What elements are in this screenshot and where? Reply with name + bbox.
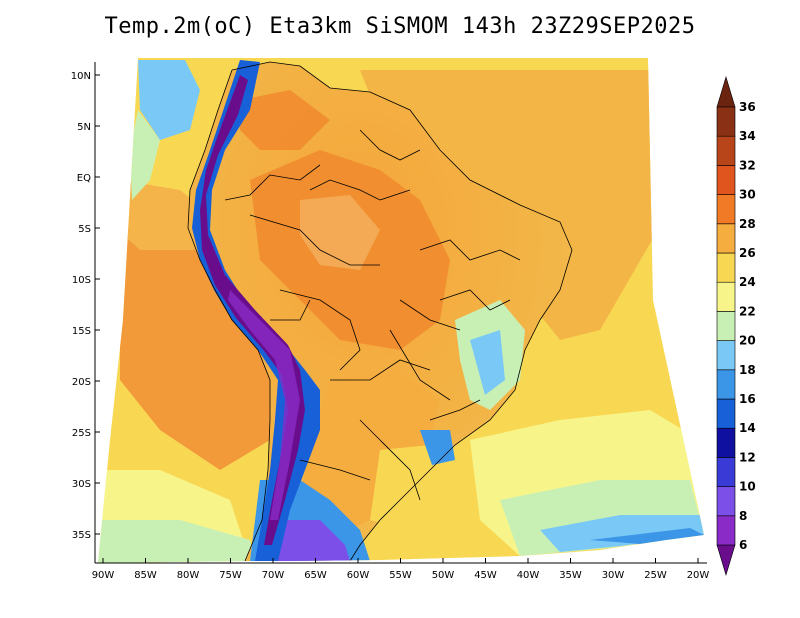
longitude-axis: 90W 85W 80W 75W 70W 65W 60W 55W 50W 45W 40W 35W 30W 2…	[92, 558, 710, 581]
lat-tick-label: EQ	[77, 173, 91, 184]
colorbar-segment	[716, 106, 736, 137]
colorbar-segment	[716, 427, 736, 458]
lon-tick-label: 60W	[347, 570, 370, 581]
lat-tick-label: 15S	[72, 326, 91, 337]
temperature-field	[98, 58, 704, 563]
lon-tick-label: 65W	[304, 570, 327, 581]
colorbar-segment	[716, 135, 736, 166]
lon-tick-label: 50W	[432, 570, 455, 581]
colorbar-label: 20	[739, 334, 756, 348]
colorbar-segment	[716, 311, 736, 341]
colorbar-segment	[716, 486, 736, 517]
colorbar-segment	[716, 194, 736, 225]
colorbar-segment	[716, 252, 736, 283]
colorbar-max-triangle	[716, 75, 736, 108]
lon-tick-label: 35W	[559, 570, 582, 581]
colorbar-segment	[716, 457, 736, 487]
colorbar-segment	[716, 281, 736, 312]
lat-tick-label: 30S	[72, 479, 91, 490]
colorbar-label: 24	[739, 275, 756, 289]
colorbar-label: 30	[739, 188, 756, 202]
lon-tick-label: 80W	[177, 570, 200, 581]
colorbar-segment	[716, 223, 736, 254]
andes-core	[200, 75, 305, 545]
colorbar-segment	[716, 398, 736, 429]
map-title: Temp.2m(oC) Eta3km SiSMOM 143h 23Z29SEP2…	[104, 14, 696, 39]
lat-tick-label: 35S	[72, 530, 91, 541]
colorbar-label: 12	[739, 450, 756, 464]
colorbar-min-triangle	[716, 544, 736, 577]
colorbar-label: 36	[739, 100, 756, 114]
colorbar-label: 10	[739, 480, 756, 494]
colorbar-segment	[716, 340, 736, 371]
lat-tick-label: 5S	[78, 224, 91, 235]
lon-tick-label: 75W	[219, 570, 242, 581]
colorbar-label: 34	[739, 129, 756, 143]
colorbar-label: 14	[739, 421, 756, 435]
colorbar-label: 32	[739, 158, 756, 172]
lat-tick-label: 25S	[72, 428, 91, 439]
lat-tick-label: 5N	[77, 122, 91, 133]
lon-tick-label: 30W	[602, 570, 625, 581]
lon-tick-label: 45W	[474, 570, 497, 581]
lon-tick-label: 90W	[92, 570, 115, 581]
lon-tick-label: 70W	[262, 570, 285, 581]
lat-tick-label: 10S	[72, 275, 91, 286]
lat-tick-label: 10N	[71, 71, 91, 82]
latitude-axis: 10N 5N EQ 5S 10S 15S 20S 25S 30S 35S	[71, 71, 100, 541]
colorbar-label: 16	[739, 392, 756, 406]
colorbar-label: 26	[739, 246, 756, 260]
lon-tick-label: 20W	[687, 570, 710, 581]
colorbar-label: 28	[739, 217, 756, 231]
colorbar-segment	[716, 515, 736, 546]
colorbar-label: 6	[739, 538, 747, 552]
lat-tick-label: 20S	[72, 377, 91, 388]
lon-tick-label: 25W	[644, 570, 667, 581]
colorbar-segment	[716, 369, 736, 400]
lon-tick-label: 55W	[389, 570, 412, 581]
colorbar-label: 22	[739, 304, 756, 318]
colorbar-segment	[716, 165, 736, 195]
lon-tick-label: 40W	[517, 570, 540, 581]
lon-tick-label: 85W	[134, 570, 157, 581]
country-borders	[187, 61, 573, 562]
colorbar: 6 8 10 12 14 16 18 20 22 24 26 28 30 32 34 36	[716, 75, 756, 577]
colorbar-label: 8	[739, 509, 747, 523]
colorbar-label: 18	[739, 363, 756, 377]
